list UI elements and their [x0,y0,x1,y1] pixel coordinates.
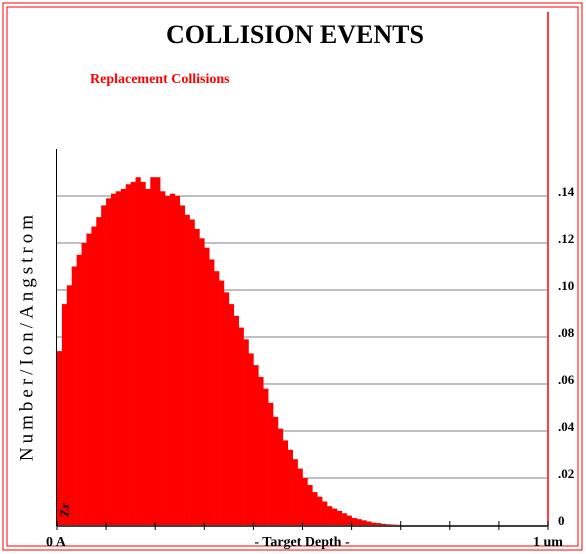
bar [341,513,347,525]
bar [66,285,73,525]
bar [214,271,220,525]
bar [61,304,68,525]
bar [297,468,303,525]
bar [130,181,136,525]
bar [165,196,171,525]
y-tick-label: .04 [558,419,575,434]
x-label-end: 1 um [533,535,563,550]
bar [336,510,343,525]
bar [135,177,141,525]
bar [160,191,166,526]
bar [86,233,92,525]
bar [57,351,63,525]
bar [248,353,254,525]
bar [106,198,112,525]
bar [71,266,77,525]
bar [194,228,200,525]
bar [101,205,107,525]
bar [111,193,117,525]
bar [243,339,249,525]
axes: 0 .02 .04 .06 .08 .10 .12 .14 [56,12,575,530]
bar [199,238,205,526]
bar [81,243,87,525]
y-tick-label: .08 [558,325,575,340]
bar [366,521,372,525]
bar [228,304,235,525]
bar [209,259,215,525]
bar [76,254,82,525]
bar [223,292,230,525]
x-label-center: - Target Depth - [254,535,350,550]
bar [169,193,176,525]
bar [322,501,328,525]
inner-frame [6,6,579,547]
bar [238,327,244,525]
y-tick-label: .06 [558,372,575,387]
bar [312,492,318,525]
bar [371,522,377,525]
bar [292,459,298,525]
bar [331,508,338,525]
bar [219,280,225,525]
bar [277,428,284,525]
bar [150,177,156,525]
bar [361,520,367,525]
bar [96,217,102,525]
legend-label: Replacement Collisions [90,72,230,87]
bar [179,205,185,525]
bar [385,524,392,525]
x-label-start: 0 A [46,535,67,550]
bar [346,515,352,525]
bar [317,496,323,525]
bar [287,449,293,525]
bar [253,365,259,525]
bar [307,485,313,525]
y-tick-label: .12 [558,231,574,246]
bar [302,478,308,525]
y-tick-label: .14 [558,184,575,199]
bar [125,184,131,525]
bar [376,523,382,525]
bar [155,177,161,525]
element-label: Zr [57,503,72,518]
bar [356,519,362,525]
bar [268,402,274,525]
bar [145,188,151,525]
bar [140,181,146,525]
bar [174,196,181,525]
y-axis-label: Number/Ion/Angstrom [16,211,37,461]
bar [115,191,122,526]
bar [282,440,289,525]
bar [91,226,97,526]
bar [263,388,269,525]
y-tick-label: 0 [558,513,565,528]
bar [120,188,127,525]
bar [258,376,264,525]
y-tick-label: .10 [558,278,574,293]
bar [189,219,195,525]
bar [184,214,190,526]
bar [381,523,387,525]
bar [273,416,279,525]
y-tick-label: .02 [558,466,574,481]
bar [204,247,210,525]
chart-title: COLLISION EVENTS [166,20,424,49]
bars [57,177,401,526]
bar [351,517,357,525]
bar [327,506,333,525]
bar [233,315,239,525]
